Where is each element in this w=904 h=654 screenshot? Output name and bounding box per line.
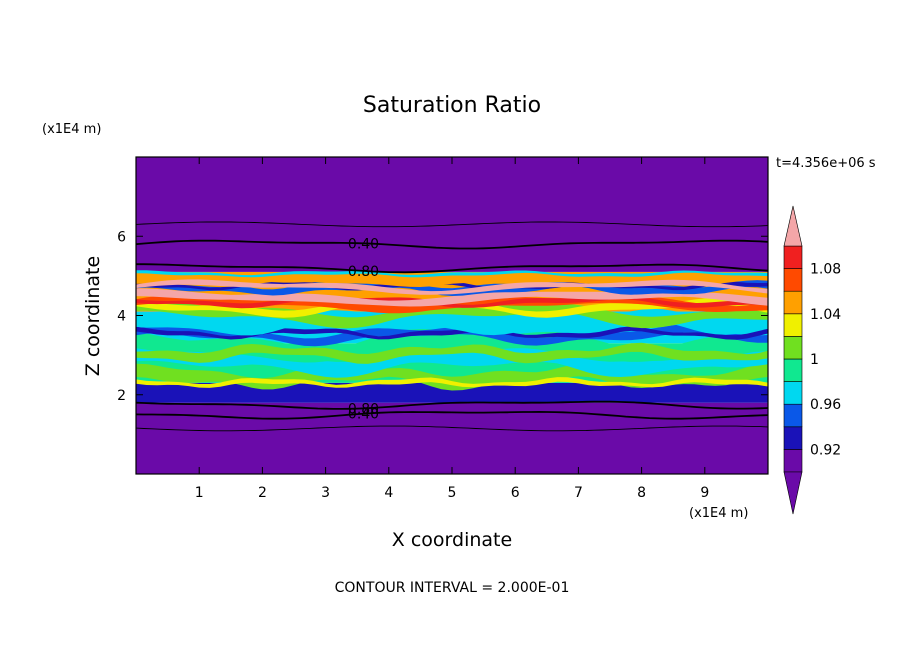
y-tick-label-6: 6 [117,229,126,245]
colorbar-tick-label-0.96: 0.96 [810,397,841,413]
contour-labels: 0.400.800.800.40 [348,236,379,422]
field-layer-yellow-upper [136,297,768,318]
y-axis-label: Z coordinate [82,256,104,376]
x-tick-label-1: 1 [195,485,204,501]
contour-line-2 [136,400,768,410]
y-tick-label-2: 2 [117,388,126,404]
time-label: t=4.356e+06 s [776,156,876,171]
field-layer-dblue-top [136,280,768,291]
colorbar-under-triangle [783,471,803,515]
colorbar-box-9 [783,245,803,269]
x-axis-ticks: 1 2 3 4 5 6 7 8 9 [195,157,709,501]
colorbar-box-8 [783,268,803,292]
colorbar-box-2 [783,403,803,428]
field-layer-cyan-top [136,270,768,278]
colorbar-tick-label-1.08: 1.08 [810,262,841,278]
field-layer-cyan-mid [136,345,768,378]
contour-interval-note: CONTOUR INTERVAL = 2.000E-01 [335,580,570,596]
chart-title: Saturation Ratio [363,93,541,118]
y-axis-ticks: 2 4 6 [117,229,768,404]
x-tick-label-4: 4 [384,485,393,501]
contour-lines [136,221,768,432]
x-tick-label-9: 9 [700,485,709,501]
field-layer-green-mid [136,342,768,364]
saturation-field [136,157,768,474]
contour-label-3: 0.40 [348,407,379,423]
x-unit-label: (x1E4 m) [689,506,748,521]
colorbar-over-triangle [783,205,803,247]
contour-line-0 [136,239,768,250]
colorbar-box-7 [783,290,803,315]
field-layer-yellow-low [136,377,768,388]
x-tick-label-2: 2 [258,485,267,501]
colorbar-box-5 [783,336,803,360]
x-tick-label-6: 6 [511,485,520,501]
colorbar-tick-label-1.04: 1.04 [810,307,841,323]
contour-label-2: 0.80 [348,401,379,417]
x-tick-label-8: 8 [637,485,646,501]
contour-line-1 [136,263,768,274]
field-band-0 [136,402,768,474]
field-layer-blue-top [136,279,768,296]
field-layer-green-upper [136,299,768,329]
field-layer-dblue-mid [136,326,768,340]
x-tick-label-7: 7 [574,485,583,501]
y-tick-label-4: 4 [117,309,126,325]
colorbar-box-6 [783,313,803,337]
x-tick-label-3: 3 [321,485,330,501]
colorbar-tick-label-1: 1 [810,352,819,368]
colorbar-box-4 [783,358,803,382]
x-axis-label: X coordinate [392,529,512,551]
x-tick-label-5: 5 [448,485,457,501]
field-layer-pink-top [136,279,768,295]
contour-line-thin-1 [136,425,768,432]
y-unit-label: (x1E4 m) [42,122,101,137]
colorbar-tick-label-0.92: 0.92 [810,442,841,458]
contour-line-3 [136,410,768,420]
contour-label-0: 0.40 [348,236,379,252]
colorbar-box-1 [783,426,803,450]
field-layer-pink-upper [136,288,768,307]
field-layer-blue-low [136,383,768,403]
colorbar: 1.08 1.04 1 0.96 0.92 [783,205,841,515]
contour-label-1: 0.80 [348,264,379,280]
field-layer-blue-mid [136,324,768,347]
colorbar-box-3 [783,381,803,405]
contour-line-thin-0 [136,221,768,228]
colorbar-box-0 [783,449,803,473]
field-band-5 [136,157,768,272]
